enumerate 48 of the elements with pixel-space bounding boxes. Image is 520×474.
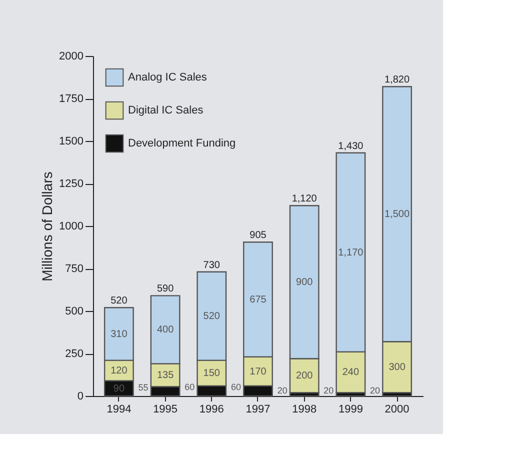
data-label: 170 <box>250 366 267 378</box>
y-tick-label: 2000 <box>59 50 84 62</box>
x-tick-label: 1994 <box>106 404 132 416</box>
data-label: 1,500 <box>384 209 410 220</box>
x-tick-label: 1996 <box>199 404 224 416</box>
total-label: 590 <box>156 284 174 295</box>
total-label: 905 <box>250 230 267 242</box>
x-tick-label: 1997 <box>246 404 270 416</box>
data-label: 135 <box>156 370 174 382</box>
data-label: 675 <box>250 294 267 306</box>
data-label: 60 <box>230 382 241 392</box>
data-label: 200 <box>296 370 314 382</box>
data-label: 520 <box>203 311 220 322</box>
legend-label: Digital IC Sales <box>128 104 204 116</box>
x-tick-label: 1999 <box>338 404 363 416</box>
data-label: 300 <box>388 362 406 374</box>
data-label: 20 <box>370 385 380 396</box>
data-label: 1,170 <box>338 247 364 258</box>
data-label: 60 <box>184 382 195 392</box>
y-tick-label: 1750 <box>59 93 84 105</box>
data-label: 120 <box>110 366 128 376</box>
total-label: 1,820 <box>384 74 410 86</box>
data-label: 90 <box>113 383 125 394</box>
total-label: 520 <box>110 296 128 307</box>
x-tick-label: 2000 <box>384 404 410 416</box>
data-label: 900 <box>296 277 314 288</box>
data-label: 240 <box>342 367 360 378</box>
total-label: 1,430 <box>338 140 364 152</box>
y-tick-label: 500 <box>65 306 84 318</box>
x-tick-label: 1995 <box>153 404 178 416</box>
y-tick-label: 1250 <box>59 178 84 190</box>
total-label: 730 <box>203 260 220 271</box>
y-tick-label: 750 <box>65 263 84 275</box>
y-tick-label: 1000 <box>59 220 84 232</box>
data-label: 20 <box>277 385 288 396</box>
y-tick-label: 0 <box>77 390 84 402</box>
total-label: 1,120 <box>292 194 318 205</box>
data-label: 55 <box>138 382 148 392</box>
data-label: 400 <box>156 324 174 336</box>
y-tick-label: 1500 <box>59 136 84 148</box>
y-axis-title: Millions of Dollars <box>39 172 56 282</box>
y-tick-label: 250 <box>65 348 84 360</box>
legend-label: Analog IC Sales <box>128 72 208 84</box>
x-tick-label: 1998 <box>292 404 317 416</box>
data-label: 150 <box>203 368 220 380</box>
data-label: 20 <box>324 385 334 396</box>
legend-label: Development Funding <box>128 138 236 150</box>
data-label: 310 <box>110 328 128 340</box>
